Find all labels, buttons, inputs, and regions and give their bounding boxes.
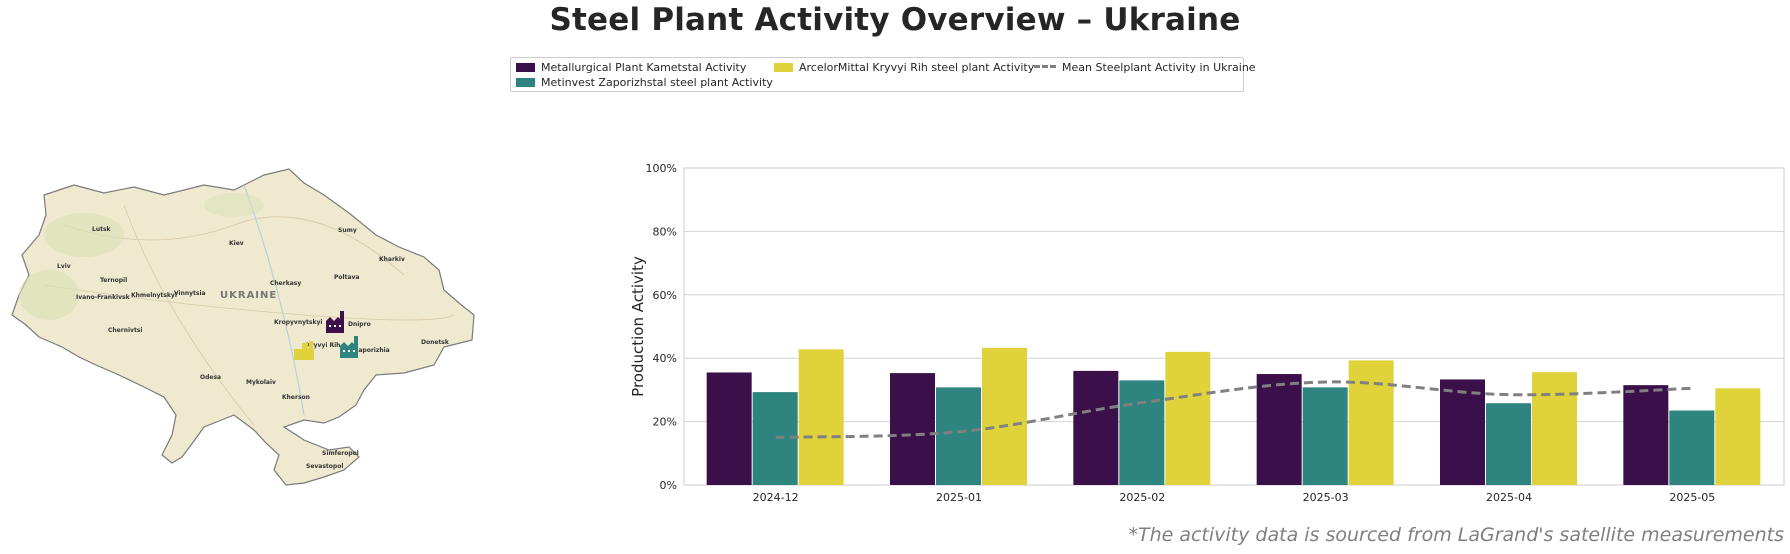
legend-swatch-zaporizhstal	[516, 78, 535, 87]
city-label: Khmelnytskyi	[131, 292, 177, 299]
factory-icon-kametstal	[326, 311, 344, 333]
x-tick-label: 2025-05	[1669, 491, 1715, 504]
bar-kametstal	[706, 372, 752, 485]
y-tick-label: 0%	[660, 479, 677, 492]
legend-label-kametstal: Metallurgical Plant Kametstal Activity	[541, 61, 747, 74]
map-forest	[204, 193, 264, 217]
city-label: Sumy	[338, 227, 357, 234]
city-label: Kryvyi Rih	[306, 342, 340, 349]
legend-label-kryvyi-rih: ArcelorMittal Kryvyi Rih steel plant Act…	[799, 61, 1035, 74]
ukraine-outline	[11, 168, 475, 486]
legend-item-mean: Mean Steelplant Activity in Ukraine	[1034, 61, 1256, 74]
legend-item-zaporizhstal: Metinvest Zaporizhstal steel plant Activ…	[516, 76, 773, 89]
x-tick-label: 2025-04	[1486, 491, 1532, 504]
legend-swatch-kametstal	[516, 63, 535, 72]
ukraine-map: Lutsk Kiev Kharkiv Lviv Ternopil Khmelny…	[4, 165, 480, 487]
bar-zaporizhstal	[1302, 387, 1348, 485]
y-tick-label: 20%	[653, 416, 677, 429]
bar-kametstal	[890, 373, 935, 485]
bar-kametstal	[1073, 370, 1119, 485]
bar-kryvyi-rih	[1715, 388, 1761, 485]
x-tick-label: 2024-12	[753, 491, 799, 504]
city-label: Lviv	[57, 263, 71, 270]
city-label: Kropyvnytskyi	[274, 319, 322, 326]
legend-label-zaporizhstal: Metinvest Zaporizhstal steel plant Activ…	[541, 76, 773, 89]
map-road	[123, 204, 255, 426]
x-tick-label: 2025-02	[1119, 491, 1165, 504]
bar-kryvyi-rih	[982, 347, 1027, 485]
country-label: UKRAINE	[220, 290, 277, 301]
city-label: Simferopol	[322, 450, 359, 457]
city-label: Kharkiv	[379, 256, 405, 263]
city-label: Dnipro	[348, 321, 371, 328]
plot-frame	[683, 167, 1785, 486]
bar-kametstal	[1623, 385, 1669, 485]
bar-kryvyi-rih	[1348, 360, 1394, 485]
bar-zaporizhstal	[1669, 410, 1715, 485]
factory-icon-kryvyi-rih	[294, 341, 314, 360]
map-road	[43, 284, 455, 321]
factory-icon-zaporizhstal	[340, 336, 358, 358]
city-label: Mykolaiv	[246, 379, 276, 386]
bar-kryvyi-rih	[1532, 372, 1577, 485]
bar-kryvyi-rih	[1165, 351, 1211, 485]
legend-item-kryvyi-rih: ArcelorMittal Kryvyi Rih steel plant Act…	[774, 61, 1034, 74]
city-label: Chernivtsi	[108, 327, 142, 334]
ukraine-map-svg: Lutsk Kiev Kharkiv Lviv Ternopil Khmelny…	[11, 168, 475, 486]
legend-item-kametstal: Metallurgical Plant Kametstal Activity	[516, 61, 746, 74]
city-label: Ternopil	[100, 277, 127, 284]
city-label: Cherkasy	[270, 280, 301, 287]
map-forest	[19, 270, 79, 320]
city-label: Ivano-Frankivsk	[76, 294, 131, 301]
legend-label-mean: Mean Steelplant Activity in Ukraine	[1062, 61, 1256, 74]
bar-kryvyi-rih	[798, 349, 844, 485]
city-label: Kiev	[229, 240, 244, 247]
legend-dash-mean	[1034, 65, 1056, 68]
y-tick-label: 80%	[653, 225, 677, 238]
city-label: Sevastopol	[306, 463, 343, 470]
x-tick-label: 2025-01	[936, 491, 982, 504]
chart-title: Steel Plant Activity Overview – Ukraine	[549, 2, 1241, 38]
city-label: Kherson	[282, 394, 310, 401]
legend-swatch-kryvyi-rih	[774, 63, 793, 72]
city-label: Lutsk	[92, 226, 112, 233]
city-label: Zaporizhia	[354, 347, 390, 354]
bar-kametstal	[1440, 379, 1485, 485]
city-label: Poltava	[334, 274, 359, 281]
y-tick-label: 100%	[646, 162, 677, 175]
footnote: *The activity data is sourced from LaGra…	[1128, 524, 1784, 546]
bar-zaporizhstal	[936, 387, 981, 485]
bar-zaporizhstal	[1486, 403, 1531, 485]
x-tick-label: 2025-03	[1303, 491, 1349, 504]
map-forest	[44, 213, 124, 257]
city-label: Vinnytsia	[174, 290, 206, 297]
mean-activity-line	[775, 380, 1693, 439]
bar-kametstal	[1256, 374, 1302, 485]
y-tick-label: 60%	[653, 289, 677, 302]
chart-legend: Metallurgical Plant Kametstal Activity M…	[510, 57, 1256, 92]
city-label: Odesa	[200, 374, 221, 381]
bar-zaporizhstal	[1119, 380, 1165, 485]
city-label: Donetsk	[421, 339, 450, 346]
y-tick-label: 40%	[653, 352, 677, 365]
y-axis-label: Production Activity	[629, 256, 647, 397]
